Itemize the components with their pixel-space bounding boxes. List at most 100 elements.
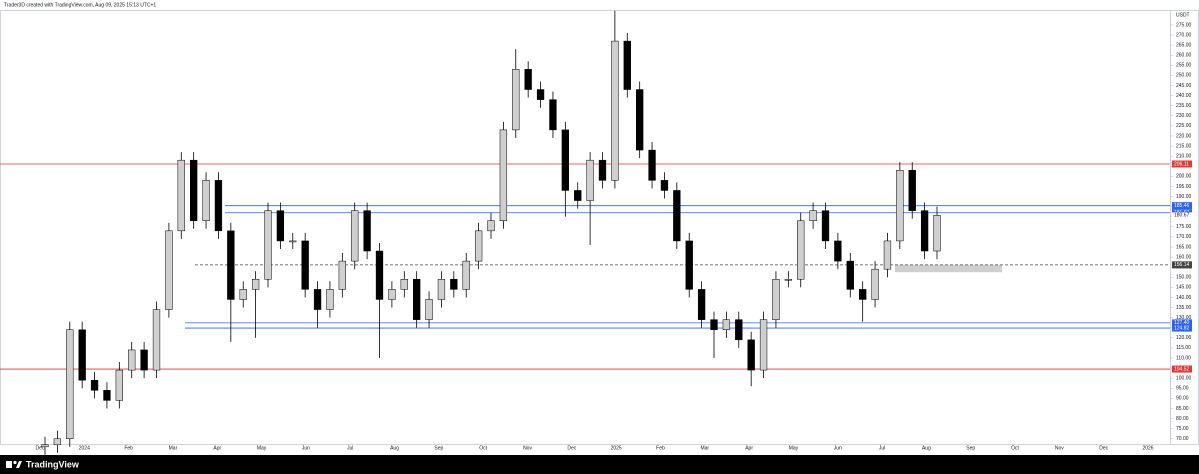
x-tick-label: Oct xyxy=(1011,445,1019,451)
candle-body xyxy=(53,438,62,446)
x-tick-label: Sep xyxy=(434,445,443,451)
y-tick-label: 95.00 xyxy=(1176,386,1189,392)
level-tag xyxy=(1172,261,1192,269)
candle-body xyxy=(152,309,161,371)
y-tick-label: 135.00 xyxy=(1176,305,1192,311)
y-tick-label: 100.00 xyxy=(1176,376,1192,382)
level-tag-label: 206.11 xyxy=(1174,161,1189,167)
y-tick-label: 265.00 xyxy=(1176,42,1192,48)
candle-body xyxy=(636,89,644,151)
y-tick-label: 165.00 xyxy=(1176,244,1192,250)
last-price-label: 180.67 xyxy=(1174,213,1190,219)
candle-body xyxy=(103,390,111,401)
candle-body xyxy=(896,170,904,242)
y-tick-label: 225.00 xyxy=(1176,123,1192,129)
candle-body xyxy=(871,268,879,300)
footer-bar xyxy=(0,455,1199,474)
level-tag xyxy=(1172,365,1192,373)
y-tick-label: 215.00 xyxy=(1176,143,1192,149)
candle-body xyxy=(549,99,557,131)
candle-body xyxy=(859,289,867,300)
x-tick-label: Feb xyxy=(656,445,665,451)
candle-body xyxy=(351,210,359,262)
candle-body xyxy=(561,129,569,191)
candle-body xyxy=(735,319,743,341)
level-tag-label: 185.46 xyxy=(1174,203,1190,209)
candle-body xyxy=(165,230,173,310)
candle-body xyxy=(660,180,669,191)
x-tick-label: 2024 xyxy=(79,445,90,451)
candle-body xyxy=(276,210,285,242)
candle-body xyxy=(821,210,830,242)
candle-body xyxy=(908,170,916,211)
candle-body xyxy=(227,230,235,300)
logo-slash xyxy=(16,461,22,468)
candle-body xyxy=(710,319,718,330)
y-tick-label: 260.00 xyxy=(1176,53,1192,59)
zone-box xyxy=(895,264,1002,273)
x-tick-label: Jul xyxy=(347,445,353,451)
x-tick-label: Aug xyxy=(922,445,931,451)
x-tick-label: Sep xyxy=(966,445,975,451)
candle-body xyxy=(425,299,433,320)
footer-brand: TradingView xyxy=(26,459,80,469)
y-tick-label: 70.00 xyxy=(1176,436,1189,442)
candle-body xyxy=(289,240,297,243)
y-tick-label: 115.00 xyxy=(1176,345,1191,351)
currency-label: USDT xyxy=(1176,12,1190,18)
x-tick-label: Nov xyxy=(1055,445,1064,451)
candle-body xyxy=(202,180,210,221)
candle-body xyxy=(413,279,421,320)
candle-body xyxy=(128,349,136,371)
y-tick-label: 210.00 xyxy=(1176,153,1192,159)
x-tick-label: Oct xyxy=(479,445,487,451)
candle-body xyxy=(190,159,198,221)
candle-body xyxy=(598,159,607,181)
x-tick-label: Apr xyxy=(213,445,221,451)
last-price-tag xyxy=(1172,212,1192,219)
level-tag xyxy=(1172,202,1192,210)
candle-body xyxy=(586,159,594,201)
candle-body xyxy=(685,240,693,290)
y-tick-label: 150.00 xyxy=(1176,275,1192,281)
candle-body xyxy=(722,319,731,330)
candle-body xyxy=(834,240,842,262)
candle-body xyxy=(759,319,768,371)
y-tick-label: 270.00 xyxy=(1176,32,1192,38)
candle-body xyxy=(574,190,582,201)
candle-body xyxy=(66,329,74,439)
level-tag-label: 104.52 xyxy=(1174,366,1190,372)
x-tick-label: Mar xyxy=(700,445,709,451)
candle-body xyxy=(648,149,656,181)
y-tick-label: 80.00 xyxy=(1176,416,1189,422)
y-tick-label: 220.00 xyxy=(1176,133,1192,139)
candle-body xyxy=(78,329,86,381)
candle-body xyxy=(41,444,49,448)
level-tag xyxy=(1172,319,1192,327)
y-tick-label: 195.00 xyxy=(1176,184,1192,190)
y-tick-label: 145.00 xyxy=(1176,285,1192,291)
header-text: Trader3D created with TradingView.com, A… xyxy=(4,2,156,8)
candle-body xyxy=(524,69,532,90)
candle-body xyxy=(450,279,458,290)
candle-body xyxy=(239,289,247,300)
candle-body xyxy=(809,210,817,221)
candle-body xyxy=(400,279,408,290)
y-tick-label: 175.00 xyxy=(1176,224,1192,230)
x-tick-label: Apr xyxy=(745,445,753,451)
x-tick-label: 2025 xyxy=(611,445,622,451)
candle-body xyxy=(697,289,706,320)
x-tick-label: Dec xyxy=(36,445,45,451)
x-tick-label: May xyxy=(257,445,267,451)
y-tick-label: 90.00 xyxy=(1176,396,1189,402)
y-tick-label: 255.00 xyxy=(1176,63,1192,69)
candle-body xyxy=(326,289,334,310)
y-tick-label: 250.00 xyxy=(1176,73,1192,79)
x-tick-label: Aug xyxy=(390,445,399,451)
x-tick-label: Jun xyxy=(302,445,310,451)
candle-body xyxy=(140,349,148,371)
y-tick-label: 170.00 xyxy=(1176,234,1192,240)
x-tick-label: Dec xyxy=(567,445,576,451)
